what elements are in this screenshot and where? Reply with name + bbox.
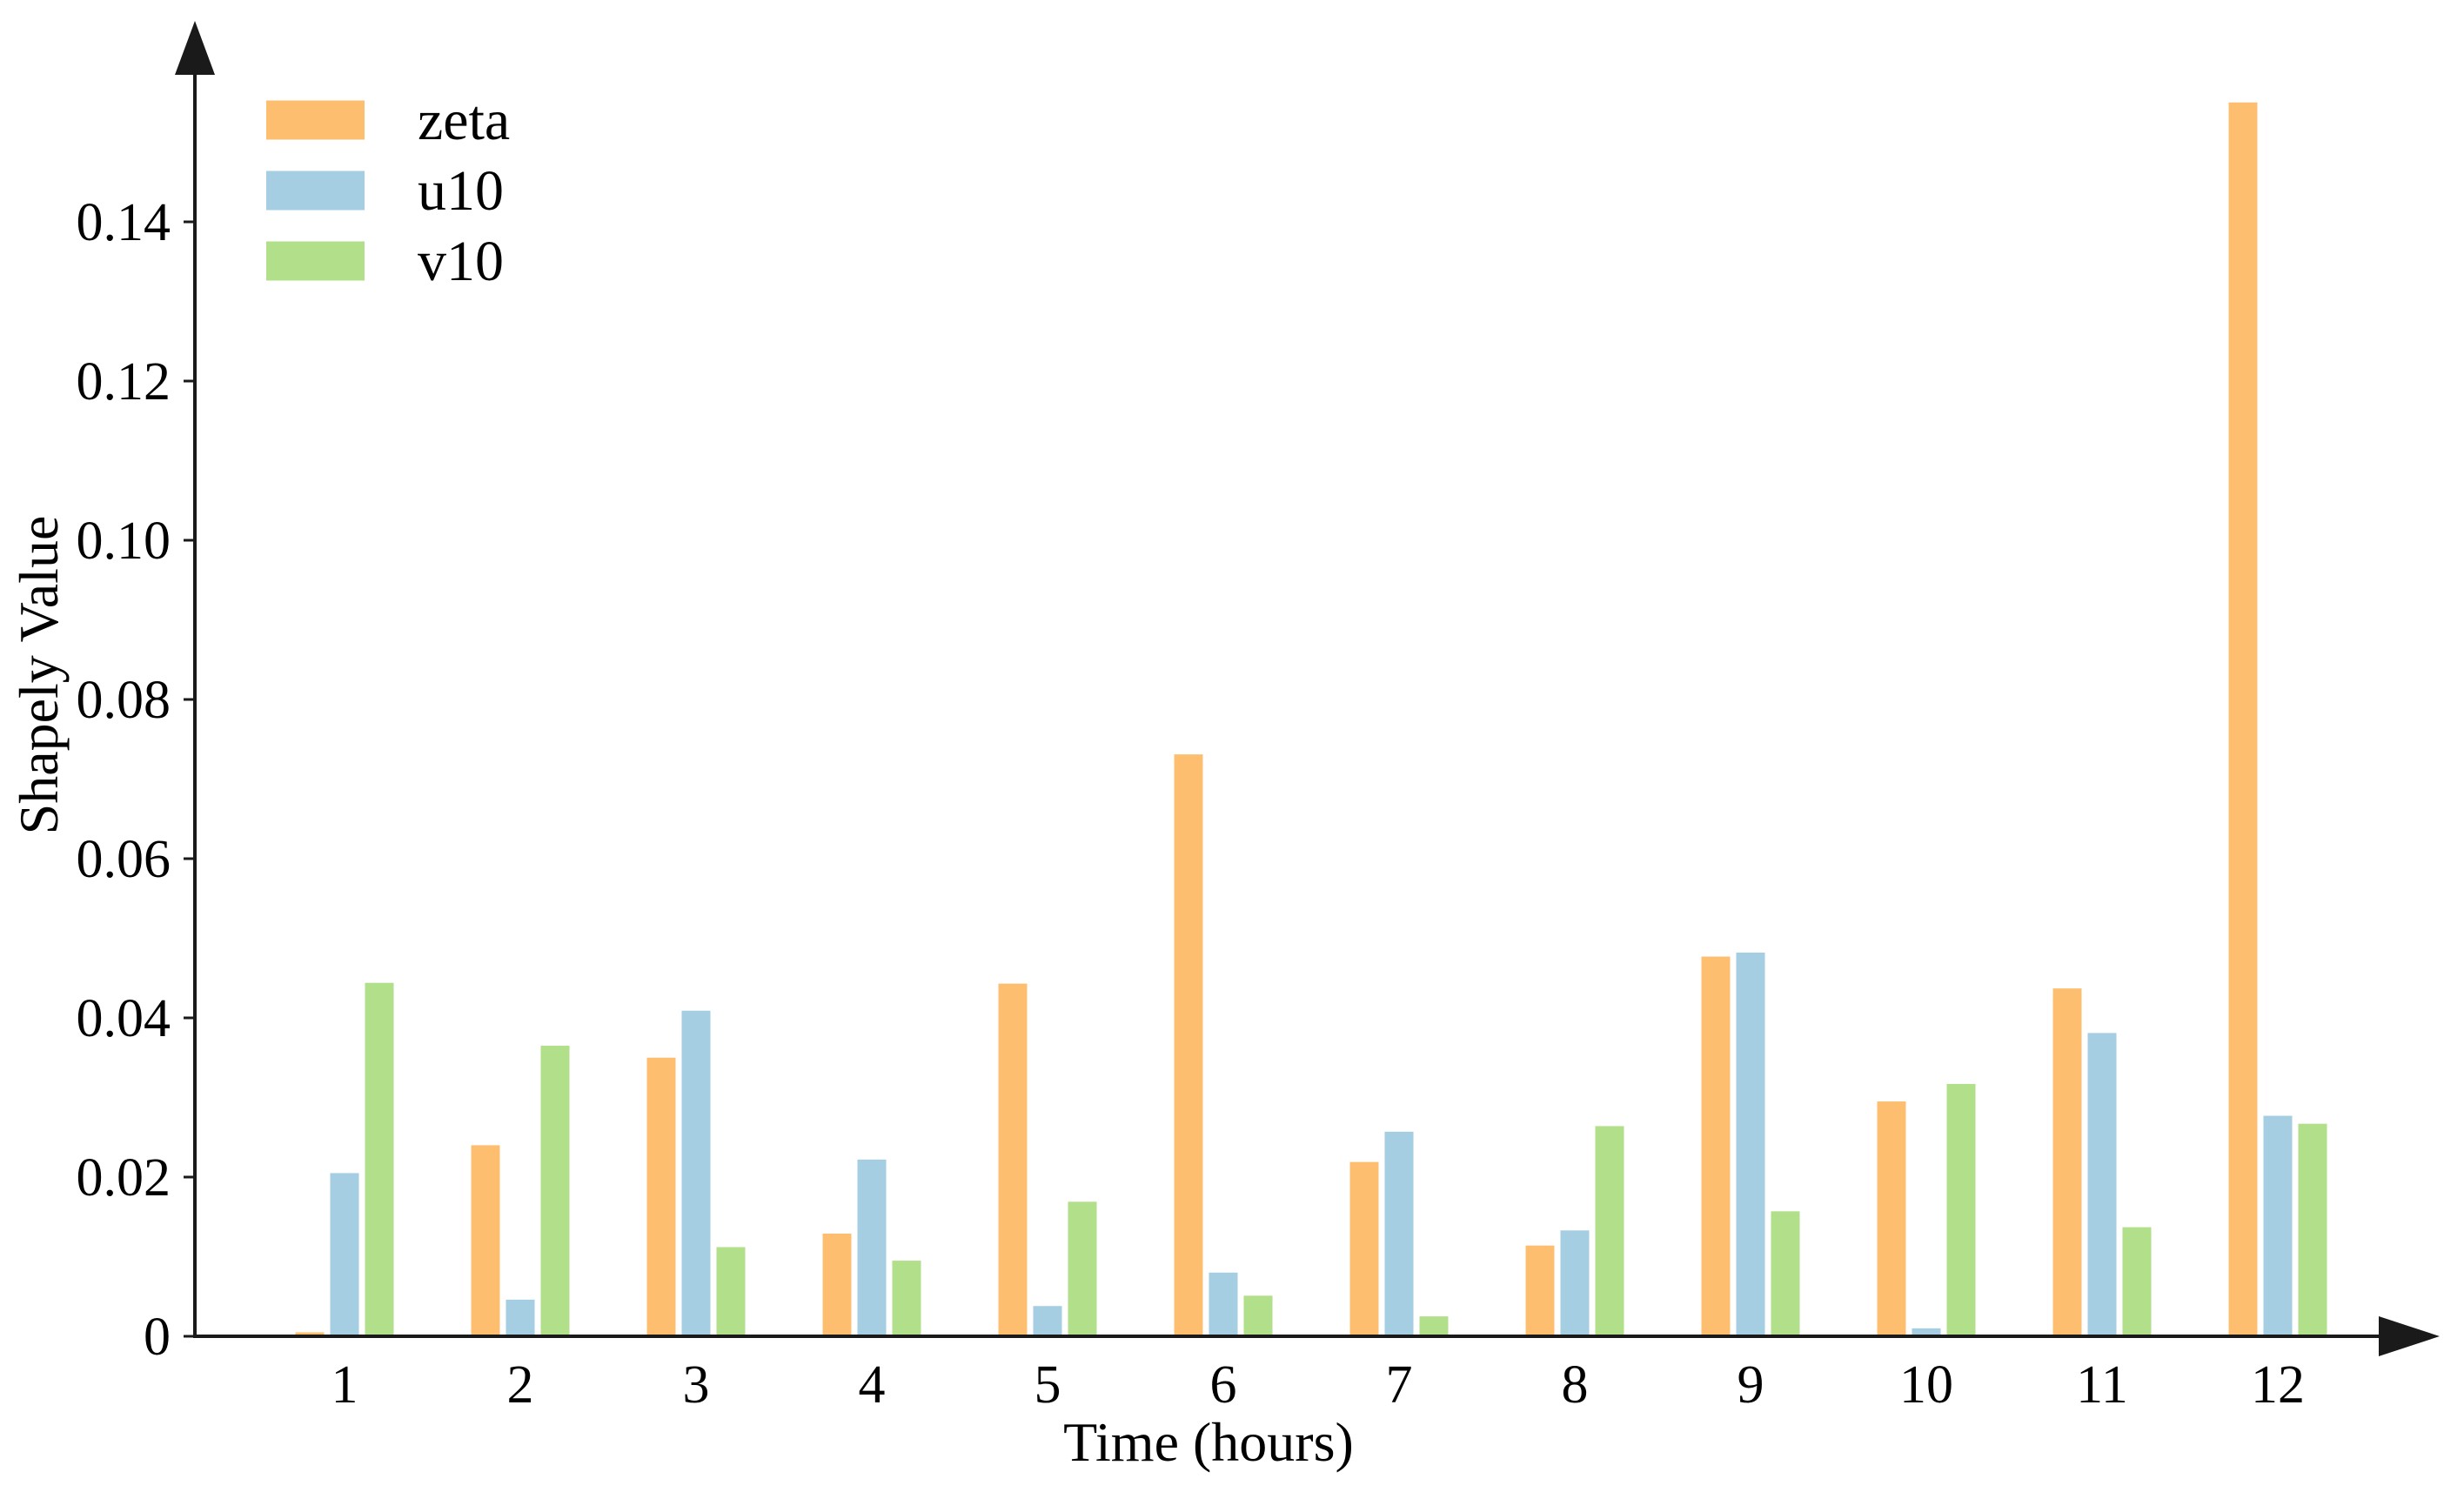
y-tick-label: 0.12 xyxy=(77,352,171,411)
x-tick-label: 8 xyxy=(1562,1355,1589,1415)
bar-v10-hour-7 xyxy=(1419,1316,1449,1336)
x-tick-label: 4 xyxy=(859,1355,886,1415)
x-tick-label: 9 xyxy=(1738,1355,1764,1415)
bar-u10-hour-4 xyxy=(857,1159,887,1336)
y-tick-label: 0.02 xyxy=(77,1148,171,1208)
x-tick-label: 11 xyxy=(2076,1355,2128,1415)
bar-u10-hour-11 xyxy=(2087,1033,2117,1336)
legend-swatch-u10 xyxy=(266,171,365,211)
legend-label-u10: u10 xyxy=(418,159,504,223)
legend-swatch-zeta xyxy=(266,100,365,140)
bar-v10-hour-4 xyxy=(892,1261,921,1336)
bar-v10-hour-1 xyxy=(365,982,394,1336)
bar-v10-hour-9 xyxy=(1771,1211,1800,1336)
bar-zeta-hour-2 xyxy=(471,1145,500,1336)
bar-zeta-hour-9 xyxy=(1701,956,1731,1336)
bar-zeta-hour-6 xyxy=(1174,754,1203,1336)
x-tick-label: 1 xyxy=(331,1355,358,1415)
bar-zeta-hour-5 xyxy=(998,983,1028,1336)
x-tick-label: 7 xyxy=(1386,1355,1413,1415)
bar-u10-hour-8 xyxy=(1560,1230,1590,1336)
bar-zeta-hour-12 xyxy=(2228,102,2258,1336)
bar-u10-hour-1 xyxy=(330,1173,359,1336)
bar-zeta-hour-3 xyxy=(646,1057,676,1336)
bar-v10-hour-12 xyxy=(2298,1123,2327,1336)
bar-v10-hour-11 xyxy=(2122,1227,2152,1336)
x-tick-label: 2 xyxy=(507,1355,534,1415)
x-tick-label: 10 xyxy=(1899,1355,1953,1415)
bar-v10-hour-2 xyxy=(540,1046,570,1336)
bar-u10-hour-6 xyxy=(1209,1272,1238,1336)
bar-u10-hour-7 xyxy=(1384,1131,1414,1336)
bar-u10-hour-3 xyxy=(681,1010,711,1336)
y-tick-label: 0.04 xyxy=(77,989,171,1048)
bar-v10-hour-8 xyxy=(1595,1126,1624,1336)
bar-zeta-hour-7 xyxy=(1349,1161,1379,1336)
bar-v10-hour-10 xyxy=(1946,1083,1976,1336)
x-tick-label: 12 xyxy=(2251,1355,2305,1415)
x-axis-arrowhead xyxy=(2379,1316,2440,1356)
y-tick-label: 0 xyxy=(144,1308,171,1367)
bar-v10-hour-6 xyxy=(1243,1295,1273,1336)
x-axis-title: Time (hours) xyxy=(1063,1411,1354,1473)
bar-u10-hour-5 xyxy=(1033,1306,1062,1336)
x-tick-label: 6 xyxy=(1210,1355,1237,1415)
bar-zeta-hour-4 xyxy=(822,1233,852,1336)
bar-zeta-hour-1 xyxy=(295,1332,325,1336)
x-tick-label: 3 xyxy=(683,1355,710,1415)
bar-zeta-hour-8 xyxy=(1525,1245,1555,1336)
y-axis-arrowhead xyxy=(175,21,215,75)
bar-zeta-hour-10 xyxy=(1877,1101,1906,1336)
bar-u10-hour-9 xyxy=(1736,952,1765,1336)
bar-v10-hour-5 xyxy=(1068,1201,1097,1336)
legend-label-v10: v10 xyxy=(418,230,504,293)
y-axis-title: Shapely Value xyxy=(8,515,70,835)
y-tick-label: 0.08 xyxy=(77,671,171,730)
legend-label-zeta: zeta xyxy=(418,89,510,152)
bar-u10-hour-12 xyxy=(2263,1115,2293,1336)
bar-v10-hour-3 xyxy=(716,1247,746,1336)
y-tick-label: 0.06 xyxy=(77,830,171,889)
bar-u10-hour-2 xyxy=(506,1299,535,1336)
y-tick-label: 0.10 xyxy=(77,512,171,571)
bar-u10-hour-10 xyxy=(1912,1328,1941,1336)
legend-swatch-v10 xyxy=(266,241,365,281)
x-tick-label: 5 xyxy=(1034,1355,1061,1415)
y-tick-label: 0.14 xyxy=(77,193,171,252)
bar-zeta-hour-11 xyxy=(2052,988,2082,1336)
